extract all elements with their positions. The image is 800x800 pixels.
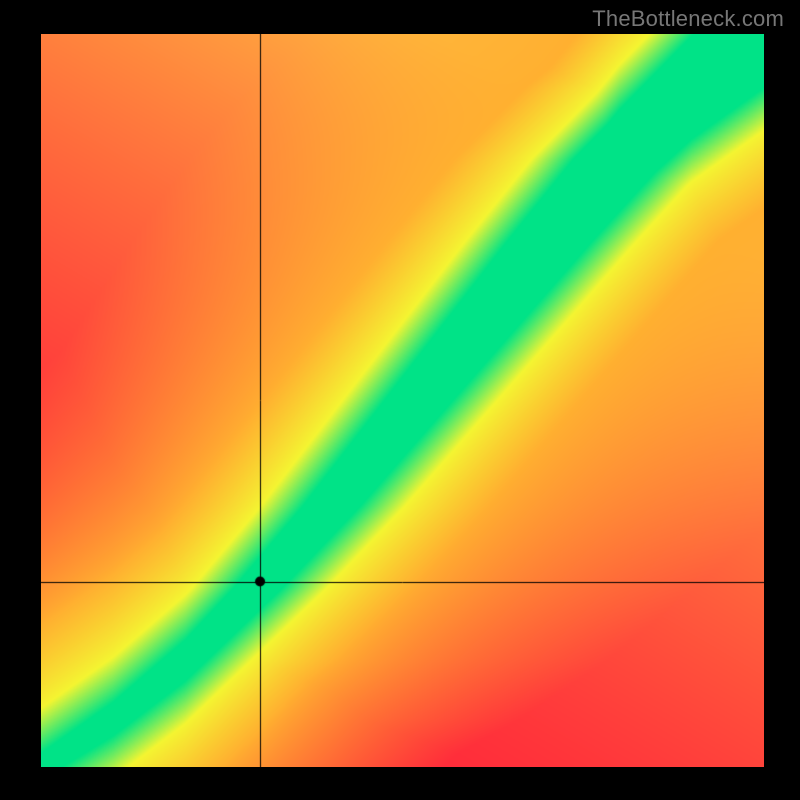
heatmap-plot xyxy=(41,34,764,767)
chart-container: TheBottleneck.com xyxy=(0,0,800,800)
watermark-text: TheBottleneck.com xyxy=(592,6,784,32)
heatmap-canvas xyxy=(41,34,764,767)
